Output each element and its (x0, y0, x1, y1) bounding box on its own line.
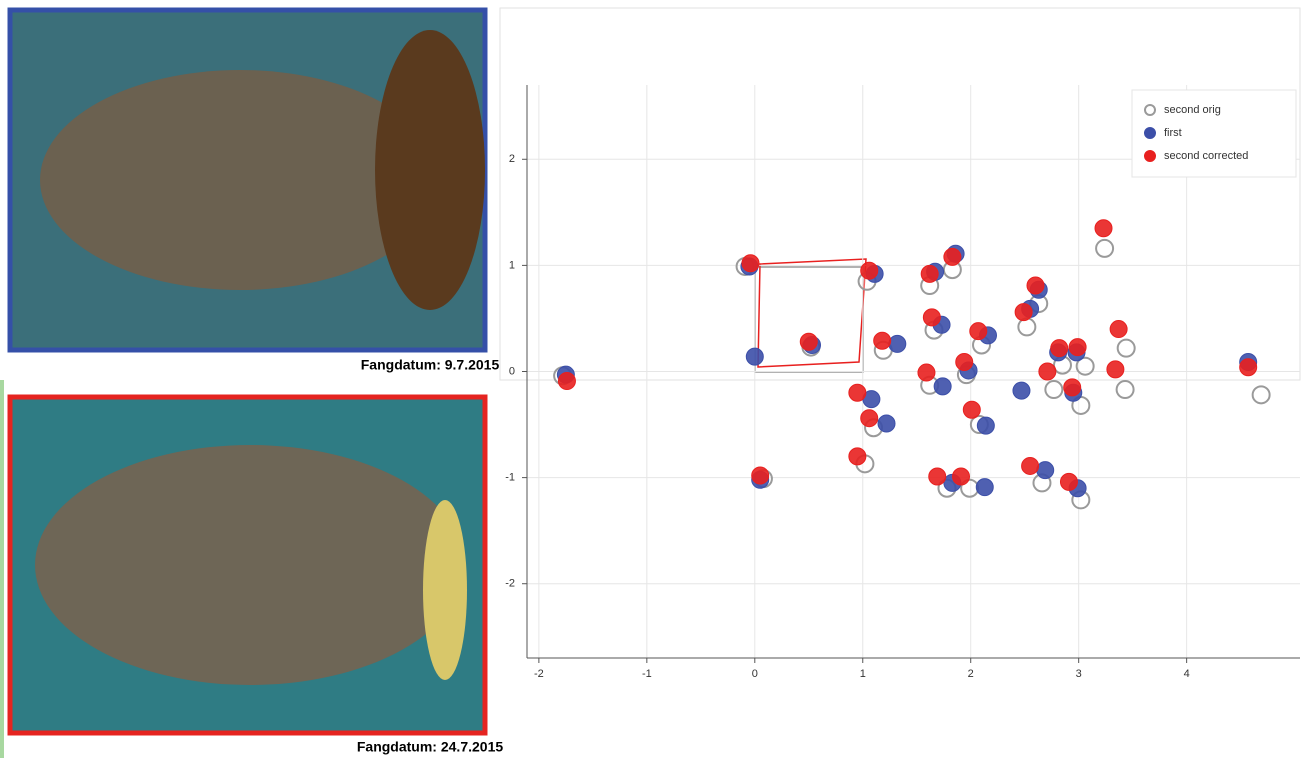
point (976, 479, 993, 496)
point (1045, 381, 1062, 398)
point (861, 410, 878, 427)
x-tick-label: 4 (1184, 668, 1190, 680)
point (746, 348, 763, 365)
point (878, 415, 895, 432)
photo-2 (10, 397, 485, 733)
point (1060, 473, 1077, 490)
point (956, 353, 973, 370)
screenshot: Fangdatum: 9.7.2015 Fangdatum: 24.7.2015… (0, 0, 1306, 758)
photo-caption: Fangdatum: 9.7.2015 (361, 357, 500, 373)
point (970, 323, 987, 340)
point (1027, 277, 1044, 294)
legend-marker (1145, 151, 1155, 161)
point (861, 262, 878, 279)
point (1022, 457, 1039, 474)
canvas: Fangdatum: 9.7.2015 Fangdatum: 24.7.2015… (0, 0, 1306, 758)
point (889, 335, 906, 352)
legend: second orig first second corrected (1132, 90, 1296, 177)
x-tick-label: 3 (1076, 668, 1082, 680)
point (849, 384, 866, 401)
point (1015, 304, 1032, 321)
y-tick-label: -2 (505, 578, 515, 590)
legend-label: first (1164, 127, 1182, 139)
point (944, 248, 961, 265)
point (1018, 318, 1035, 335)
point (752, 467, 769, 484)
side-strip (0, 380, 4, 758)
point (1253, 386, 1270, 403)
x-tick-label: 0 (752, 668, 758, 680)
point (921, 265, 938, 282)
point (923, 309, 940, 326)
legend-label: second orig (1164, 104, 1221, 116)
point (1117, 381, 1134, 398)
point (953, 468, 970, 485)
point (1107, 361, 1124, 378)
point (1095, 220, 1112, 237)
point (1013, 382, 1030, 399)
legend-label: second corrected (1164, 150, 1248, 162)
y-tick-label: 0 (509, 365, 515, 377)
frame (500, 8, 1300, 380)
point (800, 333, 817, 350)
point (977, 417, 994, 434)
point (918, 364, 935, 381)
point (1069, 339, 1086, 356)
point (1096, 240, 1113, 257)
point (1118, 340, 1135, 357)
legend-marker (1145, 105, 1155, 115)
y-tick-label: 2 (509, 153, 515, 165)
point (1240, 359, 1257, 376)
x-tick-label: 1 (860, 668, 866, 680)
point (934, 378, 951, 395)
x-tick-label: -1 (642, 668, 652, 680)
point (1039, 363, 1056, 380)
y-tick-label: 1 (509, 259, 515, 271)
point (1064, 379, 1081, 396)
x-tick-label: -2 (534, 668, 544, 680)
photo-1 (10, 10, 485, 350)
point (1037, 462, 1054, 479)
point (558, 373, 575, 390)
point (1110, 321, 1127, 338)
point (849, 448, 866, 465)
point (742, 255, 759, 272)
point (929, 468, 946, 485)
point (963, 401, 980, 418)
y-tick-label: -1 (505, 472, 515, 484)
legend-marker (1145, 128, 1155, 138)
point (874, 332, 891, 349)
photo-caption: Fangdatum: 24.7.2015 (357, 739, 503, 755)
point (1051, 340, 1068, 357)
x-tick-label: 2 (968, 668, 974, 680)
